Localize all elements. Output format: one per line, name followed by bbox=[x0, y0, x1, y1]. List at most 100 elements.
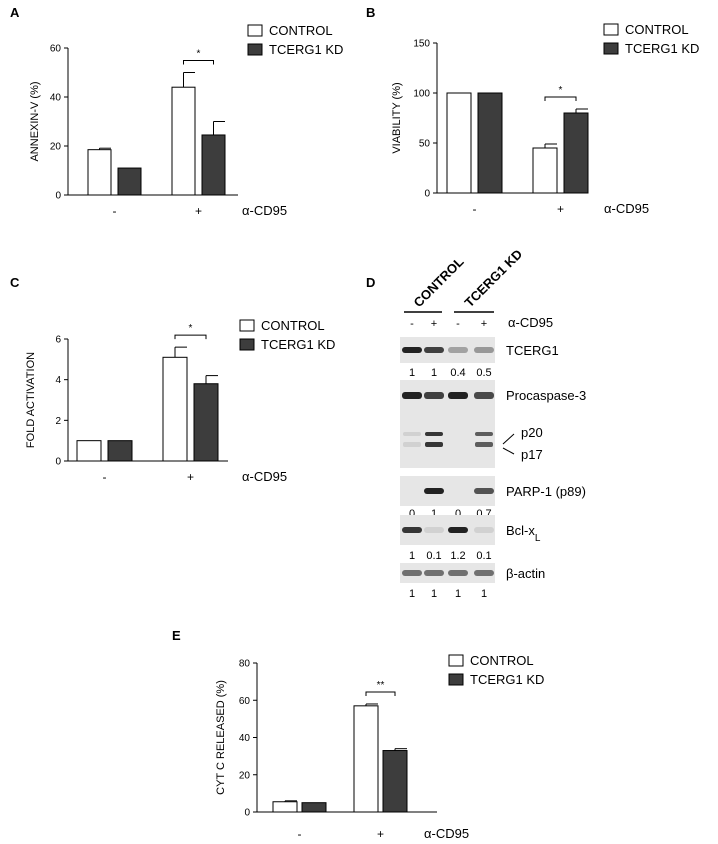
treatment-label: α-CD95 bbox=[424, 826, 469, 841]
blot-label-3: Bcl-xL bbox=[506, 523, 541, 544]
bar-kd-treated bbox=[382, 750, 408, 813]
legend-kd-swatch bbox=[448, 673, 464, 686]
significance-bracket bbox=[183, 60, 214, 65]
significance-bracket bbox=[365, 691, 396, 696]
y-axis-label: ANNEXIN-V (%) bbox=[29, 81, 41, 161]
blot-band bbox=[424, 392, 444, 399]
legend-control-label: CONTROL bbox=[625, 22, 689, 37]
p20-pointer bbox=[502, 433, 515, 445]
blot-band bbox=[403, 432, 421, 436]
legend-control-label: CONTROL bbox=[470, 653, 534, 668]
bar-kd-untreated bbox=[107, 440, 133, 462]
y-tick-label: 40 bbox=[50, 93, 62, 104]
y-tick-label: 150 bbox=[413, 39, 430, 50]
blot-quant-value: 1 bbox=[481, 588, 487, 600]
significance-marker: * bbox=[559, 85, 563, 96]
legend-kd-label: TCERG1 KD bbox=[269, 42, 343, 57]
significance-bracket bbox=[544, 96, 577, 101]
treatment-label: α-CD95 bbox=[242, 469, 287, 484]
blot-band bbox=[402, 347, 422, 353]
blot-band bbox=[448, 527, 468, 533]
blot-quant-value: 1 bbox=[431, 588, 437, 600]
blot-label-2: PARP-1 (p89) bbox=[506, 484, 586, 499]
x-category-label: - bbox=[298, 827, 302, 841]
bar-kd-untreated bbox=[301, 802, 327, 813]
panel-letter-e: E bbox=[172, 628, 181, 643]
panel-letter-a: A bbox=[10, 5, 20, 20]
bar-kd-treated bbox=[563, 112, 589, 194]
blot-band bbox=[448, 347, 468, 353]
bar-control-untreated bbox=[76, 440, 102, 462]
y-axis-label: VIABILITY (%) bbox=[391, 82, 403, 153]
x-category-label: + bbox=[377, 827, 384, 841]
y-tick-label: 50 bbox=[419, 139, 431, 150]
lane-sign: + bbox=[481, 318, 487, 330]
legend-kd-swatch bbox=[239, 338, 255, 351]
lane-sign: - bbox=[410, 318, 414, 330]
blot-quant-value: 0 bbox=[455, 508, 461, 520]
bar-kd-treated bbox=[201, 134, 226, 196]
y-tick-label: 0 bbox=[55, 457, 61, 468]
x-category-label: - bbox=[473, 202, 477, 216]
legend-control-swatch bbox=[603, 23, 619, 36]
legend-control-swatch bbox=[239, 319, 255, 332]
blot-label-p20: p20 bbox=[521, 425, 543, 440]
lane-sign: + bbox=[431, 318, 437, 330]
blot-band bbox=[474, 347, 494, 353]
blot-band bbox=[474, 570, 494, 576]
blot-quant-value: 1 bbox=[455, 588, 461, 600]
legend-kd-swatch bbox=[603, 42, 619, 55]
blot-quant-value: 0.4 bbox=[450, 367, 465, 379]
bar-control-treated bbox=[532, 147, 558, 194]
blot-quant-value: 1.2 bbox=[450, 550, 465, 562]
blot-band bbox=[475, 442, 493, 447]
blot-quant-value: 0.5 bbox=[476, 367, 491, 379]
legend-control-label: CONTROL bbox=[261, 318, 325, 333]
bar-control-treated bbox=[171, 86, 196, 196]
y-axis-label: FOLD ACTIVATION bbox=[25, 352, 37, 448]
legend-kd-label: TCERG1 KD bbox=[625, 41, 699, 56]
x-category-label: + bbox=[187, 470, 194, 484]
group-label-kd: TCERG1 KD bbox=[462, 246, 526, 310]
significance-bracket bbox=[174, 334, 207, 340]
group-label-control: CONTROL bbox=[411, 254, 467, 310]
blot-label-procaspase3: Procaspase-3 bbox=[506, 388, 586, 403]
blot-band bbox=[402, 570, 422, 576]
bar-control-untreated bbox=[87, 149, 112, 196]
chart-c-fold-activation: 0 2 4 6 FOLD ACTIVATION - + * α-CD95 CONTROL TCERG… bbox=[25, 318, 335, 484]
treatment-label: α-CD95 bbox=[604, 201, 649, 216]
blot-quant-value: 1 bbox=[409, 550, 415, 562]
blot-band bbox=[424, 527, 444, 533]
blot-quant-value: 1 bbox=[409, 367, 415, 379]
blot-band bbox=[402, 527, 422, 533]
y-tick-label: 4 bbox=[55, 375, 61, 386]
x-category-label: - bbox=[113, 204, 117, 218]
y-tick-label: 2 bbox=[55, 416, 61, 427]
blot-band bbox=[448, 570, 468, 576]
x-category-label: + bbox=[557, 202, 564, 216]
blot-label-0: TCERG1 bbox=[506, 343, 559, 358]
blot-quant-value: 1 bbox=[431, 508, 437, 520]
blot-strip bbox=[400, 563, 495, 583]
x-category-label: - bbox=[103, 470, 107, 484]
y-tick-label: 100 bbox=[413, 89, 430, 100]
chart-e-cytc: 0 20 40 60 80 CYT C RELEASED (%) - + ** α-CD95 CON… bbox=[215, 653, 544, 841]
y-tick-label: 60 bbox=[50, 44, 62, 55]
blot-quant-value: 1 bbox=[431, 367, 437, 379]
y-tick-label: 0 bbox=[55, 191, 61, 202]
y-tick-label: 20 bbox=[239, 770, 251, 781]
blot-band bbox=[402, 392, 422, 399]
y-tick-label: 0 bbox=[424, 189, 430, 200]
legend-kd-swatch bbox=[247, 43, 263, 56]
significance-marker: * bbox=[197, 49, 201, 60]
blot-label-p17: p17 bbox=[521, 447, 543, 462]
significance-marker: ** bbox=[377, 680, 385, 691]
lane-sign: - bbox=[456, 318, 460, 330]
panel-letter-b: B bbox=[366, 5, 375, 20]
y-tick-label: 0 bbox=[244, 808, 250, 819]
blot-band bbox=[474, 488, 494, 494]
blot-band bbox=[474, 392, 494, 399]
blot-band bbox=[448, 392, 468, 399]
